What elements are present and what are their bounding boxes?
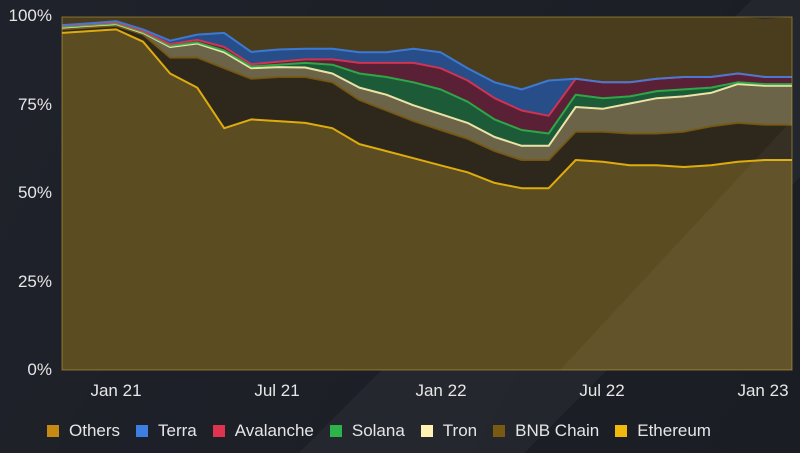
legend-label: Terra: [158, 421, 197, 440]
y-tick-100: 100%: [8, 6, 52, 25]
line-solana: [61, 22, 792, 135]
area-ethereum: [62, 29, 792, 371]
legend-label: Avalanche: [234, 421, 314, 440]
plot-sheen: [560, 120, 792, 370]
x-tick-jul22: Jul 22: [579, 381, 625, 400]
series-lines: [61, 20, 792, 190]
x-tick-jul21: Jul 21: [254, 381, 300, 400]
plot-frame: [61, 16, 793, 371]
legend-label: Solana: [351, 421, 405, 440]
legend-swatch-icon: [212, 425, 225, 437]
legend-item-bnb-chain[interactable]: BNB Chain: [493, 421, 599, 441]
area-layers: [62, 17, 792, 371]
legend-swatch-icon: [615, 425, 628, 437]
area-others: [62, 17, 792, 90]
legend-item-tron[interactable]: Tron: [420, 421, 478, 441]
legend-swatch-icon: [329, 425, 342, 437]
y-tick-0: 0%: [27, 360, 52, 379]
legend-item-others[interactable]: Others: [47, 421, 120, 441]
legend-label: BNB Chain: [515, 421, 600, 440]
line-bnb-chain: [61, 24, 792, 161]
x-tick-jan22: Jan 22: [415, 381, 467, 400]
legend-item-solana[interactable]: Solana: [329, 421, 405, 441]
chart-legend: Others Terra Avalanche Solana Tron BNB C…: [47, 421, 727, 441]
legend-label: Tron: [442, 421, 478, 440]
y-tick-75: 75%: [17, 95, 52, 114]
line-tron: [61, 23, 792, 147]
legend-label: Others: [69, 421, 121, 440]
legend-swatch-icon: [493, 425, 506, 437]
legend-item-terra[interactable]: Terra: [136, 421, 197, 441]
line-ethereum: [61, 28, 792, 190]
legend-swatch-icon: [47, 425, 59, 437]
legend-label: Ethereum: [637, 421, 711, 440]
x-tick-jan23: Jan 23: [737, 381, 789, 400]
legend-swatch-icon: [136, 425, 149, 437]
y-tick-50: 50%: [17, 183, 52, 202]
x-tick-jan21: Jan 21: [90, 381, 142, 400]
y-tick-25: 25%: [17, 272, 52, 291]
area-bnb-chain: [62, 25, 792, 189]
legend-swatch-icon: [420, 425, 433, 437]
legend-item-avalanche[interactable]: Avalanche: [212, 421, 314, 441]
legend-item-ethereum[interactable]: Ethereum: [615, 421, 711, 441]
line-terra: [61, 20, 792, 91]
area-tron: [62, 24, 792, 160]
area-avalanche: [62, 22, 792, 134]
